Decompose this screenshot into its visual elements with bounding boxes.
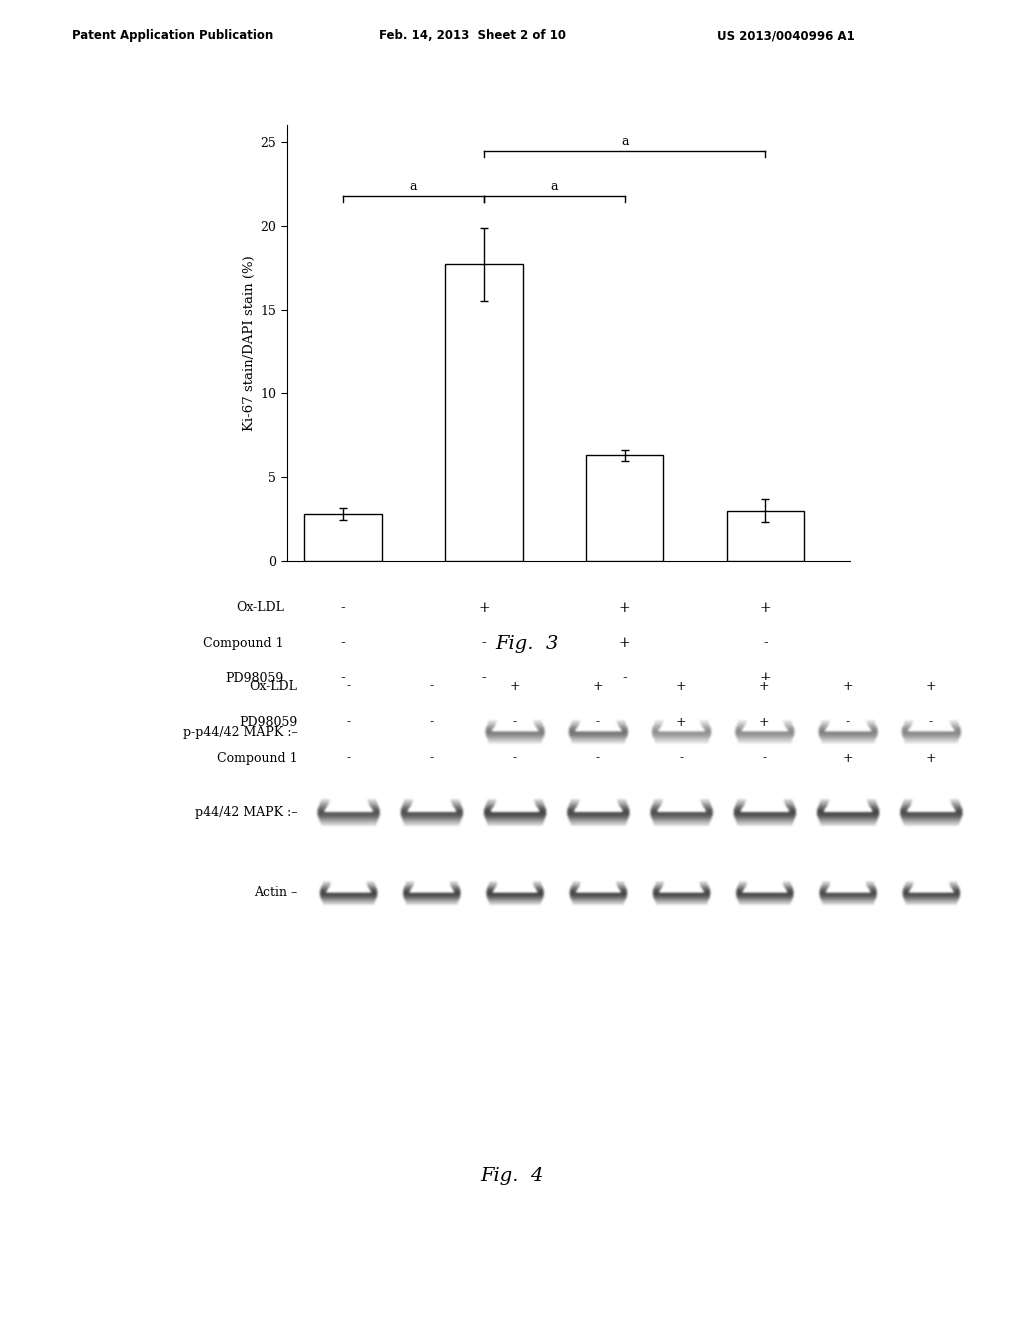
- Text: +: +: [759, 715, 770, 729]
- Text: -: -: [346, 680, 350, 693]
- Text: a: a: [551, 181, 558, 193]
- Text: +: +: [618, 601, 631, 615]
- Text: Patent Application Publication: Patent Application Publication: [72, 29, 273, 42]
- Text: +: +: [593, 680, 603, 693]
- Text: a: a: [410, 181, 417, 193]
- Text: Ox-LDL: Ox-LDL: [236, 602, 284, 614]
- Text: -: -: [846, 715, 850, 729]
- Text: +: +: [926, 680, 936, 693]
- Bar: [727, 511, 804, 561]
- Text: PD98059: PD98059: [240, 715, 298, 729]
- Text: -: -: [429, 680, 433, 693]
- Text: PD98059: PD98059: [225, 672, 284, 685]
- Text: US 2013/0040996 A1: US 2013/0040996 A1: [717, 29, 855, 42]
- Text: -: -: [346, 751, 350, 764]
- Text: -: -: [929, 715, 933, 729]
- Text: Compound 1: Compound 1: [204, 636, 284, 649]
- Text: -: -: [679, 751, 683, 764]
- Text: +: +: [510, 680, 520, 693]
- Text: Fig.  3: Fig. 3: [496, 635, 559, 653]
- Text: +: +: [676, 715, 686, 729]
- Text: -: -: [429, 715, 433, 729]
- Text: +: +: [478, 601, 489, 615]
- Text: -: -: [429, 751, 433, 764]
- Text: -: -: [596, 751, 600, 764]
- Text: -: -: [596, 715, 600, 729]
- Text: -: -: [481, 672, 486, 685]
- Text: p44/42 MAPK :–: p44/42 MAPK :–: [195, 807, 298, 818]
- Text: -: -: [341, 672, 345, 685]
- Bar: [304, 513, 382, 561]
- Text: +: +: [618, 636, 631, 649]
- Text: Ox-LDL: Ox-LDL: [250, 680, 298, 693]
- Text: p-p44/42 MAPK :–: p-p44/42 MAPK :–: [182, 726, 298, 739]
- Text: -: -: [762, 751, 766, 764]
- Bar: [586, 455, 664, 561]
- Text: -: -: [513, 715, 517, 729]
- Text: -: -: [513, 751, 517, 764]
- Text: +: +: [926, 751, 936, 764]
- Text: +: +: [759, 680, 770, 693]
- Text: -: -: [623, 672, 627, 685]
- Text: -: -: [346, 715, 350, 729]
- Text: Feb. 14, 2013  Sheet 2 of 10: Feb. 14, 2013 Sheet 2 of 10: [379, 29, 566, 42]
- Text: +: +: [843, 680, 853, 693]
- Text: -: -: [341, 601, 345, 615]
- Text: Fig.  4: Fig. 4: [480, 1167, 544, 1185]
- Text: +: +: [676, 680, 686, 693]
- Bar: [445, 264, 522, 561]
- Text: -: -: [481, 636, 486, 649]
- Text: +: +: [843, 751, 853, 764]
- Text: a: a: [621, 135, 629, 148]
- Text: +: +: [760, 601, 771, 615]
- Text: -: -: [341, 636, 345, 649]
- Text: +: +: [760, 672, 771, 685]
- Text: -: -: [763, 636, 768, 649]
- Text: Compound 1: Compound 1: [217, 751, 298, 764]
- Text: Actin –: Actin –: [254, 887, 298, 899]
- Y-axis label: Ki-67 stain/DAPI stain (%): Ki-67 stain/DAPI stain (%): [243, 255, 256, 432]
